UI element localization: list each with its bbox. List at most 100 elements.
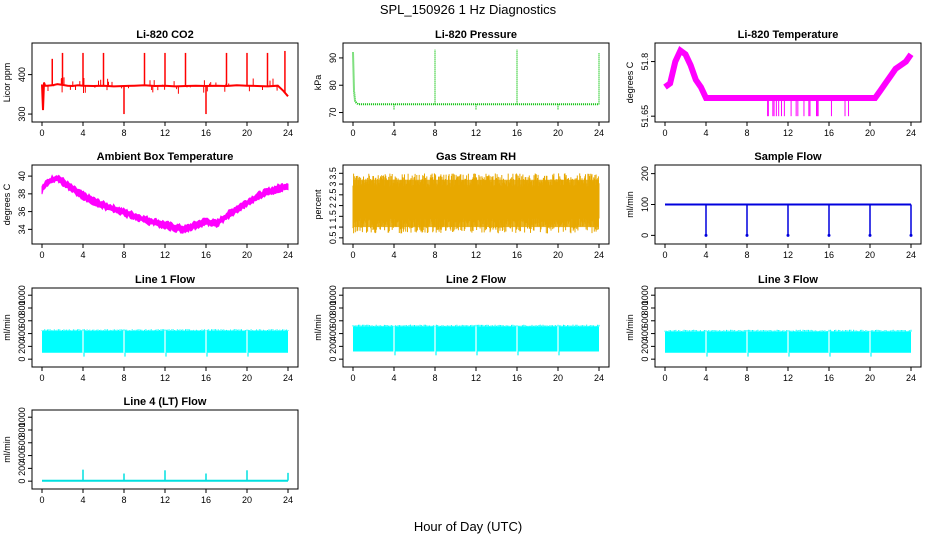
y-tick-label: 0 [17,357,27,362]
x-tick-label: 12 [783,373,793,383]
x-tick-label: 16 [824,250,834,260]
y-tick-label: 600 [17,435,27,450]
x-tick-label: 4 [80,250,85,260]
y-tick-label: 300 [17,107,27,122]
y-tick-label: 200 [640,339,650,354]
x-tick-label: 16 [824,128,834,138]
plot-area [42,469,289,482]
y-tick-label: 600 [17,313,27,328]
x-tick-label: 4 [703,373,708,383]
y-axis-label: degrees C [625,61,635,103]
x-tick-label: 20 [553,250,563,260]
x-tick-label: 4 [703,128,708,138]
x-tick-label: 24 [906,373,916,383]
x-tick-label: 16 [824,373,834,383]
x-tick-label: 20 [553,128,563,138]
panel-1: Li-820 CO2 0 4 8 12 16 20 24 300 400 Licor ppm [2,29,299,138]
y-tick-label: 200 [17,339,27,354]
panel-frame [654,287,922,368]
plot-area [41,329,289,357]
panel-title: Line 4 (LT) Flow [124,396,207,408]
series-top-noise [352,324,600,327]
panel-title: Li-820 Pressure [435,29,517,41]
y-tick-label: 3 [328,182,338,187]
panel-2: Li-820 Pressure 0 4 8 12 16 20 24 70 80 90 kPa [313,29,610,138]
x-tick-label: 0 [39,373,44,383]
panel-frame [31,164,299,245]
panel-title: Ambient Box Temperature [97,151,234,163]
figure-title: SPL_150926 1 Hz Diagnostics [380,2,557,17]
x-tick-label: 24 [283,373,293,383]
x-tick-label: 0 [350,373,355,383]
plot-area [352,49,600,110]
x-tick-label: 20 [242,250,252,260]
x-tick-label: 4 [391,250,396,260]
panel-4: Ambient Box Temperature 0 4 8 12 16 20 24 34 36 38… [2,151,299,260]
y-tick-label: 400 [17,448,27,463]
y-tick-label: 3.5 [328,167,338,180]
x-tick-label: 12 [471,373,481,383]
y-tick-label: 1000 [17,285,27,305]
y-tick-label: 51.65 [640,105,650,128]
x-tick-label: 24 [283,250,293,260]
x-tick-label: 16 [201,250,211,260]
series-line [663,46,914,101]
y-axis-label: ml/min [625,314,635,341]
x-tick-label: 20 [865,250,875,260]
x-tick-label: 0 [350,128,355,138]
panel-title: Gas Stream RH [436,151,516,163]
x-tick-label: 12 [471,128,481,138]
x-tick-label: 0 [350,250,355,260]
x-tick-label: 4 [391,373,396,383]
y-tick-label: 1000 [640,285,650,305]
x-tick-label: 16 [201,495,211,505]
x-tick-label: 12 [160,373,170,383]
panel-5: Gas Stream RH 0 4 8 12 16 20 24 0.5 1 1.5 22.5 3 3.5 p… [313,151,610,260]
x-tick-label: 16 [512,250,522,260]
x-tick-label: 8 [744,250,749,260]
y-axis-label: kPa [313,75,323,91]
y-tick-label: 1000 [17,407,27,427]
panel-frame [31,287,299,368]
y-tick-label: 70 [328,108,338,118]
panel-title: Sample Flow [754,151,822,163]
y-tick-label: 2.5 [328,189,338,202]
y-tick-label: 400 [17,67,27,82]
y-tick-label: 36 [17,207,27,217]
y-tick-label: 40 [17,171,27,181]
x-tick-label: 8 [432,373,437,383]
x-tick-label: 12 [783,250,793,260]
x-tick-label: 24 [906,250,916,260]
y-tick-label: 80 [328,80,338,90]
plot-area [352,324,600,356]
y-tick-label: 800 [17,300,27,315]
y-tick-label: 0 [640,357,650,362]
plot-area [663,46,914,117]
y-tick-label: 200 [17,461,27,476]
plot-area [664,329,912,357]
x-tick-label: 4 [80,128,85,138]
x-tick-label: 8 [121,250,126,260]
y-tick-label: 51.8 [640,53,650,71]
panel-frame [342,42,610,123]
series-band [41,174,289,234]
y-tick-label: 600 [328,313,338,328]
y-tick-label: 0 [328,357,338,362]
x-tick-label: 4 [391,128,396,138]
y-tick-label: 400 [328,326,338,341]
figure-xlabel: Hour of Day (UTC) [414,519,522,534]
panel-title: Line 2 Flow [446,274,506,286]
x-tick-label: 0 [39,128,44,138]
panel-3: Li-820 Temperature 0 4 8 12 16 20 24 51.65 51.8 de… [625,29,922,138]
x-tick-label: 24 [594,373,604,383]
x-tick-label: 20 [865,373,875,383]
series-oscillation [352,173,600,234]
x-tick-label: 0 [662,250,667,260]
y-tick-label: 0 [640,233,650,238]
y-tick-label: 200 [640,166,650,181]
plot-area [352,173,600,234]
x-tick-label: 24 [594,250,604,260]
